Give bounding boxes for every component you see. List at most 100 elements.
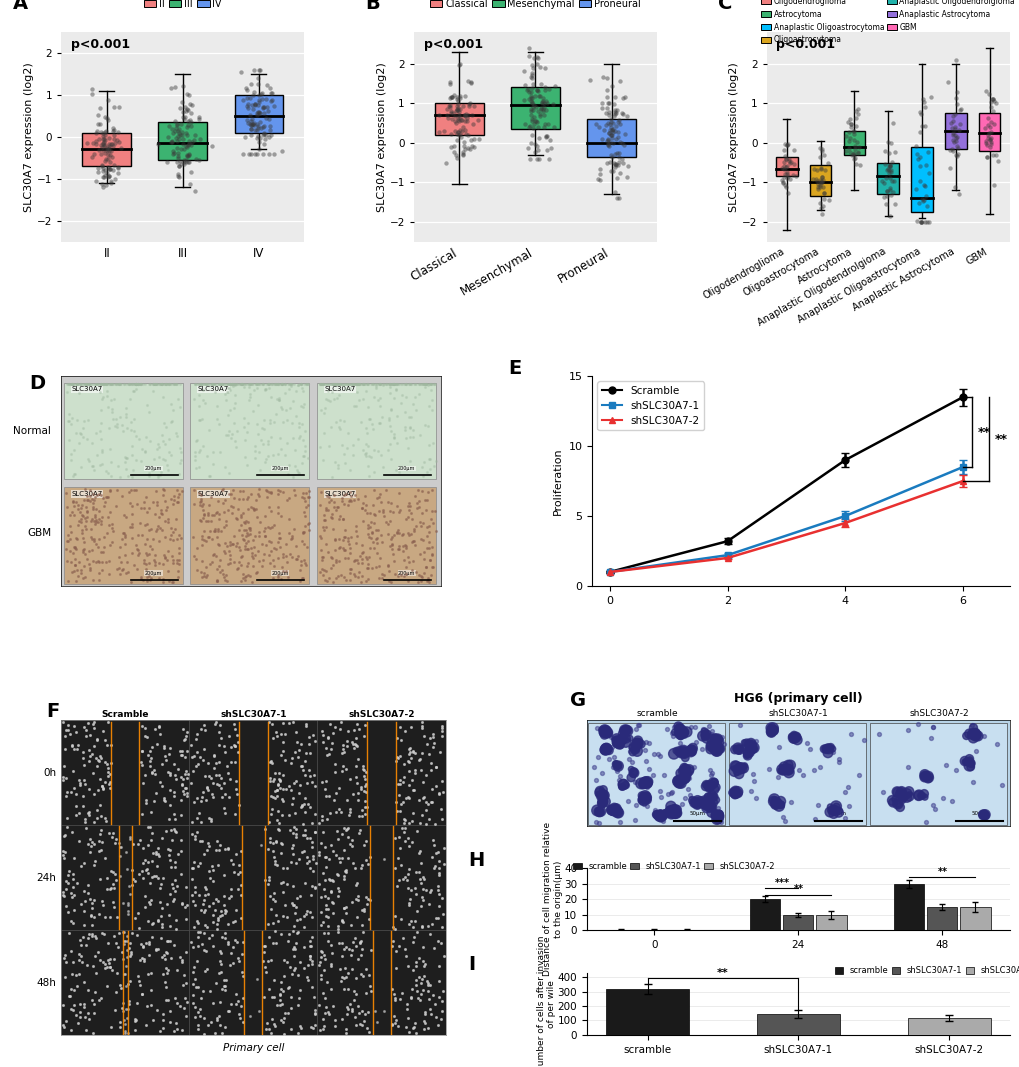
Point (201, 929, 217, 946)
Point (526, 96, 542, 113)
Point (354, 499, 370, 516)
Point (63, 524, 79, 541)
Point (268, 540, 284, 557)
Point (372, 414, 388, 431)
Point (257, 381, 273, 398)
Point (67, 493, 84, 510)
Point (240, 520, 257, 537)
Point (841, 124, 857, 141)
Text: shSLC30A7-1: shSLC30A7-1 (220, 711, 286, 719)
Point (421, 896, 437, 913)
Point (304, 928, 320, 945)
Point (779, 163, 795, 180)
Point (212, 376, 228, 393)
Point (68, 561, 85, 578)
Point (311, 956, 327, 973)
Point (448, 101, 465, 118)
Point (59, 383, 75, 400)
Point (340, 536, 357, 553)
Point (608, 190, 625, 207)
Point (415, 1013, 431, 1030)
Point (167, 854, 183, 871)
Point (636, 775, 652, 792)
Point (255, 552, 271, 569)
Point (318, 999, 334, 1016)
Point (60, 924, 76, 941)
Point (697, 778, 713, 795)
Point (109, 415, 125, 432)
Point (894, 785, 910, 802)
Point (143, 570, 159, 587)
Point (325, 391, 341, 408)
Point (393, 985, 410, 1002)
Text: 200μm: 200μm (271, 466, 288, 471)
Point (288, 461, 305, 478)
Point (163, 520, 179, 537)
Point (75, 855, 92, 872)
Point (668, 805, 685, 822)
Point (600, 103, 616, 121)
Point (700, 798, 716, 815)
Point (301, 853, 317, 870)
Point (75, 376, 92, 393)
Point (89, 487, 105, 504)
Point (88, 424, 104, 441)
Point (607, 760, 624, 777)
Point (148, 521, 164, 538)
Point (159, 498, 175, 515)
Point (397, 511, 414, 528)
Point (773, 174, 790, 191)
Point (247, 546, 263, 563)
Point (607, 755, 624, 773)
Point (270, 567, 286, 584)
Point (396, 536, 413, 553)
Point (516, 63, 532, 80)
Point (672, 734, 688, 751)
Point (594, 721, 610, 738)
Point (195, 501, 211, 519)
Point (618, 730, 634, 747)
Point (202, 489, 218, 506)
Point (312, 834, 328, 851)
Point (85, 833, 101, 850)
Point (173, 842, 190, 859)
Point (785, 730, 801, 747)
Point (273, 559, 289, 576)
Point (605, 799, 622, 816)
Point (215, 519, 231, 536)
Point (609, 805, 626, 822)
Point (105, 123, 121, 140)
Point (606, 106, 623, 123)
Point (81, 752, 97, 769)
Point (74, 953, 91, 970)
Point (704, 775, 720, 792)
Point (263, 376, 279, 393)
Point (79, 876, 96, 893)
Point (212, 907, 228, 924)
Point (211, 1007, 227, 1024)
Point (364, 376, 380, 393)
Point (271, 529, 287, 546)
Point (291, 982, 308, 999)
Point (219, 376, 235, 393)
Point (317, 773, 333, 790)
Point (335, 981, 352, 998)
Point (260, 519, 276, 536)
Point (405, 742, 421, 759)
Point (604, 802, 621, 819)
Point (97, 161, 113, 178)
Point (194, 537, 210, 554)
Point (392, 567, 409, 584)
Point (191, 108, 207, 125)
Point (139, 572, 155, 589)
Point (347, 877, 364, 894)
Point (221, 555, 237, 572)
Point (279, 466, 296, 483)
Point (239, 532, 256, 550)
Point (366, 507, 382, 524)
Point (878, 162, 895, 179)
Point (347, 730, 364, 747)
Point (267, 923, 283, 940)
Point (358, 444, 374, 461)
Point (173, 482, 190, 499)
